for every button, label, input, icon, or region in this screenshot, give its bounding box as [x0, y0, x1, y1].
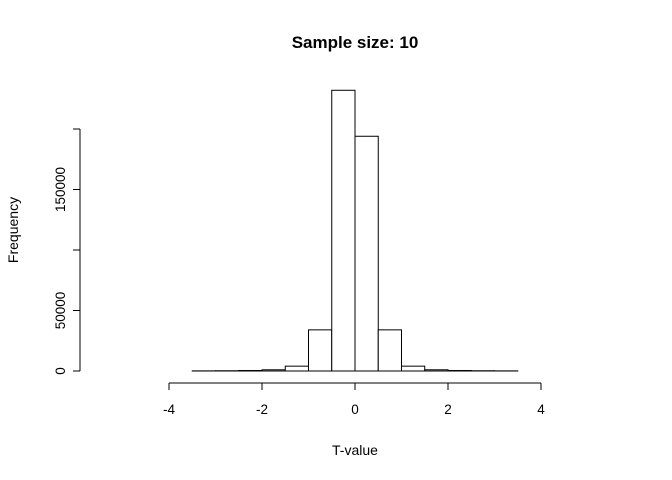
x-tick-label: -4 [163, 402, 175, 417]
x-tick-label: 2 [444, 402, 452, 417]
y-axis: 0 50000 150000 [53, 128, 81, 375]
histogram-bar [331, 89, 356, 372]
x-axis: -4 -2 0 2 4 [163, 382, 545, 417]
x-axis-label: T-value [332, 442, 378, 458]
y-tick-label: 0 [53, 367, 68, 375]
histogram-bar [424, 369, 449, 372]
y-tick-label: 150000 [53, 167, 68, 212]
histogram-bar [401, 365, 426, 372]
histogram-bar [377, 329, 402, 372]
y-tick-label: 50000 [53, 292, 68, 330]
x-tick-label: -2 [256, 402, 268, 417]
histogram-bar [308, 329, 333, 372]
y-axis-label: Frequency [5, 197, 21, 263]
x-tick-label: 4 [537, 402, 545, 417]
histogram-bars [191, 89, 519, 372]
histogram-bar [354, 135, 379, 372]
histogram-bar [261, 369, 286, 372]
chart-title: Sample size: 10 [292, 33, 419, 52]
histogram-bar [284, 365, 309, 372]
x-tick-label: 0 [351, 402, 359, 417]
